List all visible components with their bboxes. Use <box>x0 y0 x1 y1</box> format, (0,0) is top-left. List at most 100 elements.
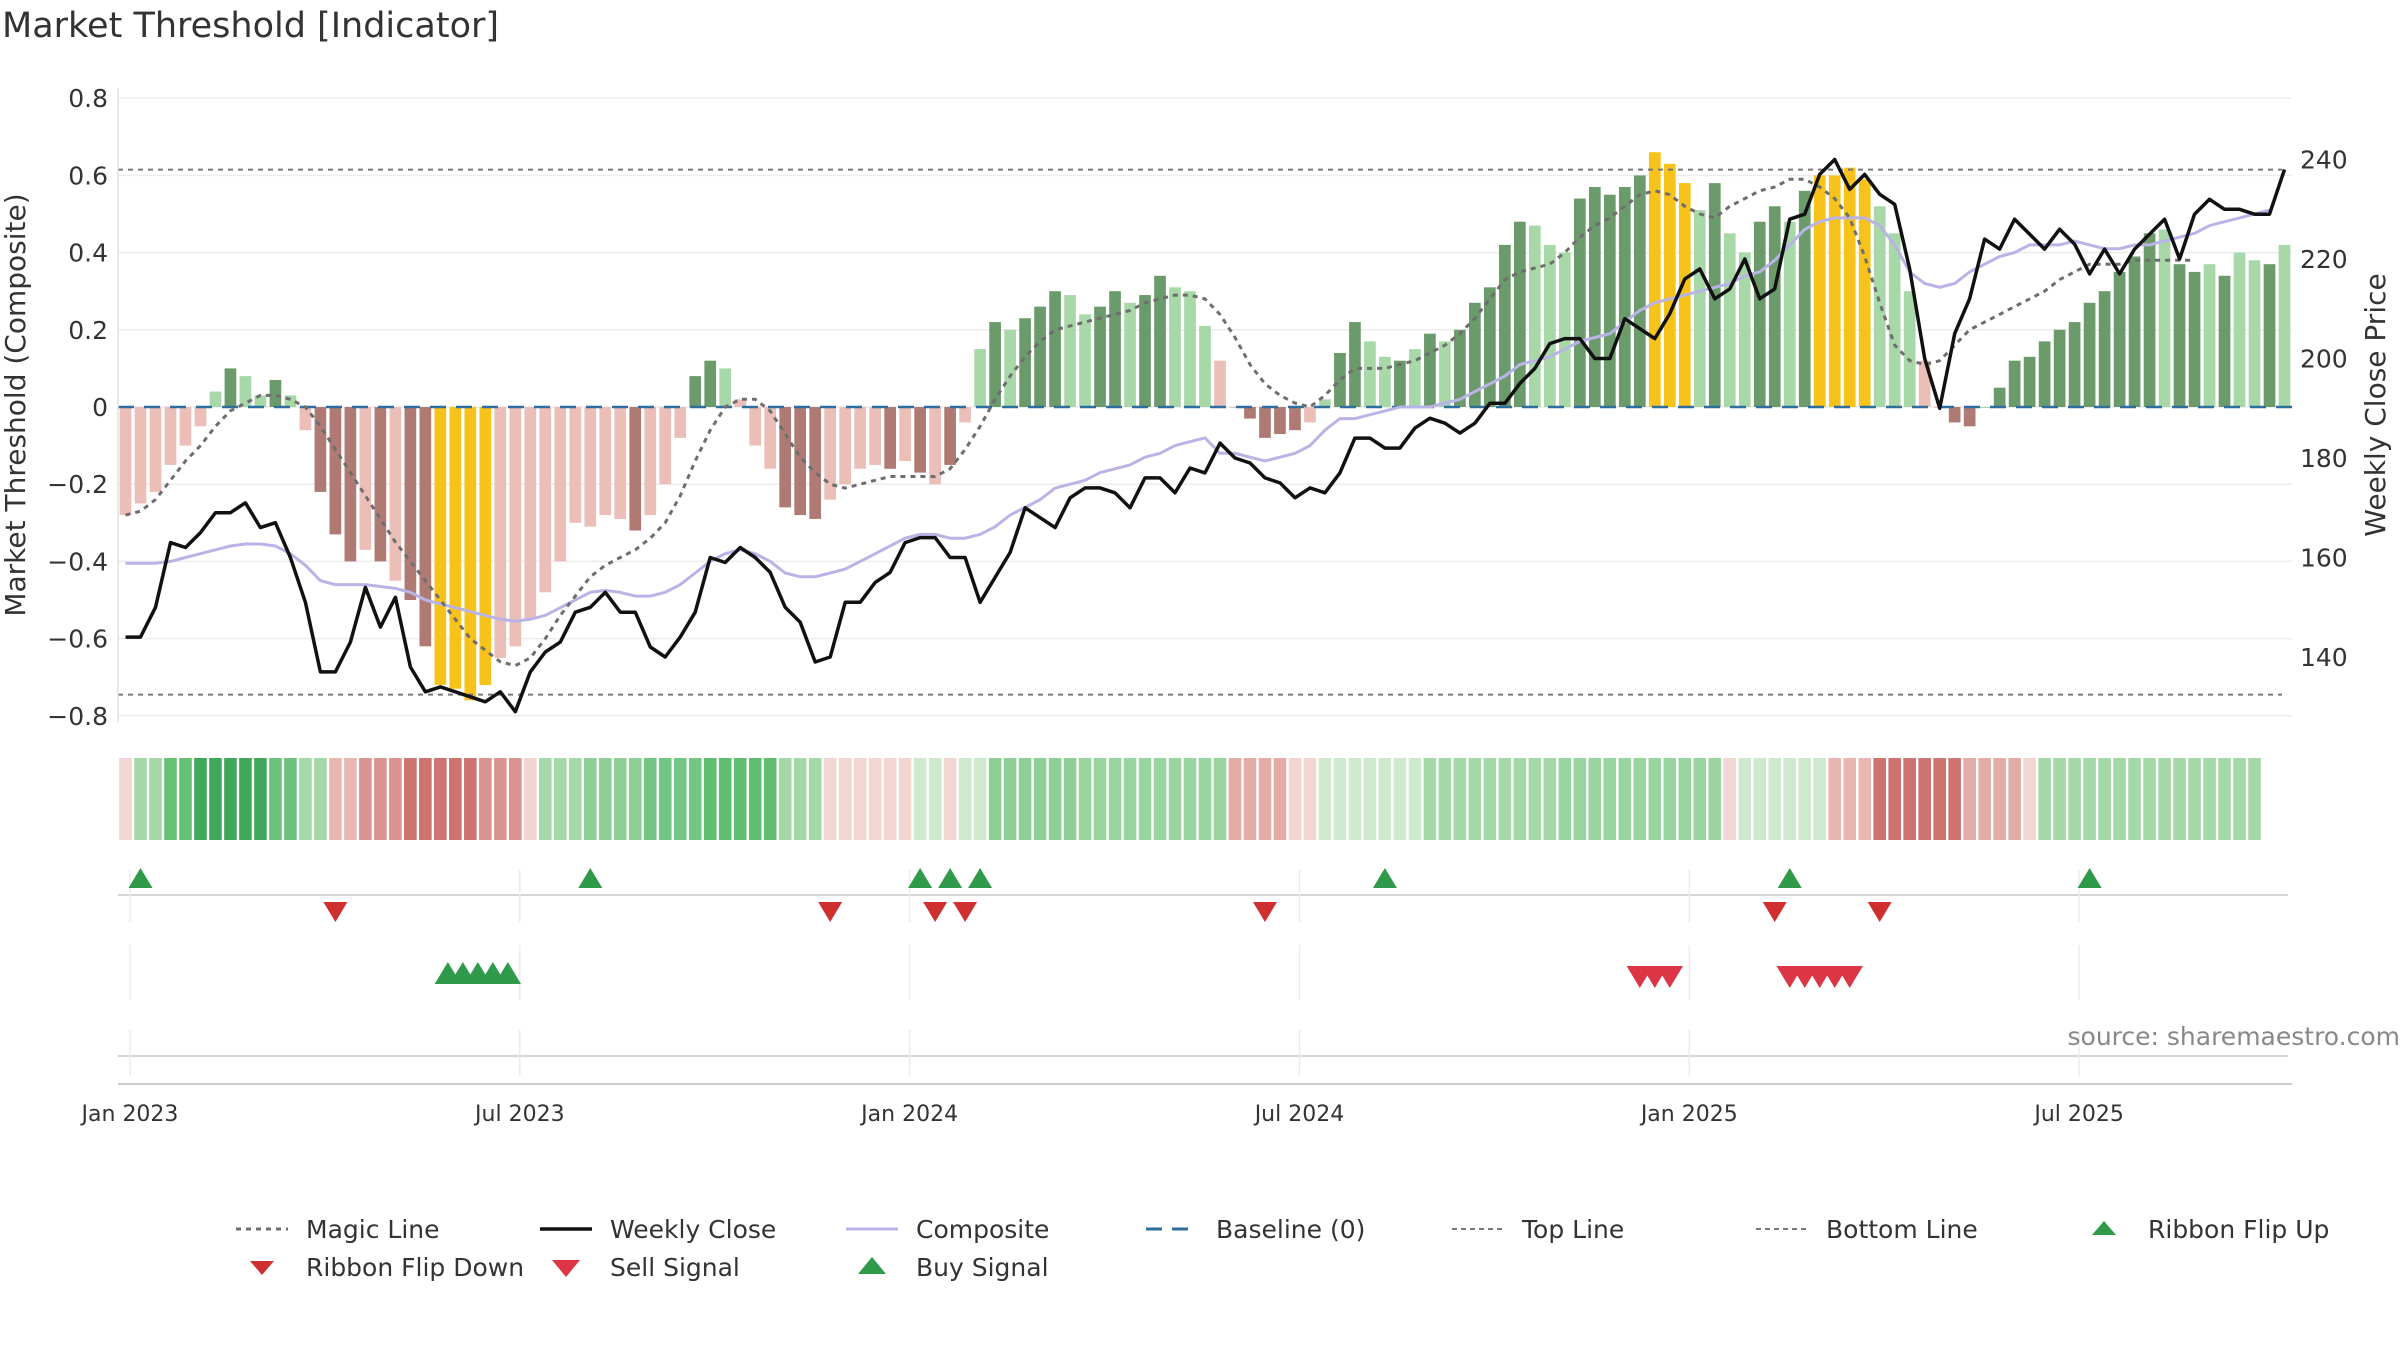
ribbon-cell <box>1828 758 1842 840</box>
y-tick-label-left: −0.8 <box>47 702 108 731</box>
composite-bar <box>1349 322 1361 407</box>
y-tick-label-right: 180 <box>2300 444 2348 473</box>
composite-bar <box>704 360 717 407</box>
ribbon-cell <box>239 758 252 840</box>
ribbon-cell <box>1918 758 1931 840</box>
ribbon-cell <box>1978 758 1991 840</box>
composite-bar <box>2143 233 2156 407</box>
composite-bar <box>989 322 1001 407</box>
ribbon-flip-down-marker <box>1252 902 1277 922</box>
ribbon-cell <box>509 758 522 840</box>
y-tick-label-left: 0.8 <box>68 84 108 113</box>
ribbon-cell <box>1513 758 1527 840</box>
composite-bar <box>884 407 896 469</box>
ribbon-cell <box>2098 758 2111 840</box>
buy-signal-marker <box>494 962 522 984</box>
composite-bar <box>374 407 387 562</box>
y-tick-label-left: 0.4 <box>68 239 108 268</box>
composite-bar <box>1169 287 1181 407</box>
ribbon-cell <box>1318 758 1332 840</box>
composite-bar <box>149 407 162 492</box>
ribbon-cell <box>479 758 492 840</box>
composite-bar <box>2263 264 2276 407</box>
composite-bar <box>1004 329 1016 407</box>
ribbon-cell <box>269 758 282 840</box>
y-tick-label-left: 0.2 <box>68 316 108 345</box>
ribbon-cell <box>539 758 552 840</box>
ribbon-cell <box>913 758 927 840</box>
ribbon-cell <box>1363 758 1377 840</box>
ribbon-cell <box>688 758 702 840</box>
ribbon-cell <box>2233 758 2246 840</box>
composite-bar <box>1738 252 1751 407</box>
y-tick-label-right: 140 <box>2300 643 2348 672</box>
ribbon-flip-down-marker <box>923 902 948 922</box>
y-tick-label-left: −0.4 <box>47 547 108 576</box>
composite-bar <box>1573 198 1586 407</box>
ribbon-cell <box>598 758 612 840</box>
composite-bar <box>1454 329 1466 407</box>
y-tick-label-right: 160 <box>2300 544 2348 573</box>
legend-swatch-bottom <box>1756 1228 1808 1230</box>
weekly-close-line <box>125 157 2287 714</box>
composite-bar <box>689 376 702 407</box>
ribbon-cell <box>134 758 147 840</box>
ribbon-cell <box>1438 758 1452 840</box>
ribbon-cell <box>1693 758 1707 840</box>
ribbon-cell <box>404 758 417 840</box>
composite-bar <box>239 376 252 407</box>
composite-bar <box>1334 352 1346 407</box>
composite-bar <box>194 407 207 427</box>
legend-swatch-top <box>1452 1228 1504 1230</box>
composite-bar <box>404 407 417 600</box>
legend-label: Top Line <box>1522 1214 1625 1244</box>
composite-bar <box>509 407 522 647</box>
ribbon-cell <box>1768 758 1782 840</box>
legend-swatch-buy <box>858 1257 886 1274</box>
composite-bar <box>539 407 552 593</box>
ribbon-cell <box>1663 758 1677 840</box>
legend-label: Baseline (0) <box>1216 1214 1366 1244</box>
composite-bar <box>1828 175 1841 407</box>
ribbon-cell <box>1483 758 1497 840</box>
ribbon-cell <box>2158 758 2171 840</box>
ribbon-cell <box>464 758 477 840</box>
legend-item-flipdown: Ribbon Flip Down <box>232 1250 524 1284</box>
sell-signal-marker <box>1836 966 1863 988</box>
ribbon-cell <box>2038 758 2051 840</box>
composite-bar <box>1858 179 1871 407</box>
composite-bar <box>794 407 807 516</box>
composite-bar <box>1019 318 1031 407</box>
ribbon-cell <box>1468 758 1482 840</box>
ribbon-cell <box>748 758 762 840</box>
ribbon-flip-up-marker <box>1372 868 1397 888</box>
composite-bar <box>449 407 462 689</box>
legend-item-baseline: Baseline (0) <box>1142 1212 1365 1246</box>
ribbon-cell <box>898 758 912 840</box>
ribbon-flip-up-marker <box>1777 868 1802 888</box>
ribbon-cell <box>2083 758 2096 840</box>
composite-bar <box>839 407 852 485</box>
ribbon-cell <box>494 758 507 840</box>
composite-bar <box>434 407 447 685</box>
ribbon-cell <box>1888 758 1901 840</box>
legend-label: Buy Signal <box>916 1252 1049 1282</box>
x-tick-label: Jul 2025 <box>2032 1102 2124 1127</box>
legend-label: Composite <box>916 1214 1050 1244</box>
legend-swatch-baseline <box>1146 1227 1198 1231</box>
composite-bar <box>389 407 402 581</box>
composite-bar <box>1109 291 1121 407</box>
legend-item-flipup: Ribbon Flip Up <box>2074 1212 2329 1246</box>
composite-bar <box>854 407 867 469</box>
composite-bar <box>554 407 567 562</box>
composite-bar <box>1229 407 1241 408</box>
y-tick-label-right: 220 <box>2300 245 2348 274</box>
ribbon-cell <box>389 758 402 840</box>
composite-bar <box>1139 295 1151 407</box>
composite-bar <box>1783 221 1796 407</box>
ribbon-cell <box>2173 758 2186 840</box>
composite-bar <box>299 407 312 431</box>
composite-bar <box>824 407 837 500</box>
composite-bar <box>1439 341 1451 407</box>
x-tick-label: Jul 2023 <box>473 1102 565 1127</box>
